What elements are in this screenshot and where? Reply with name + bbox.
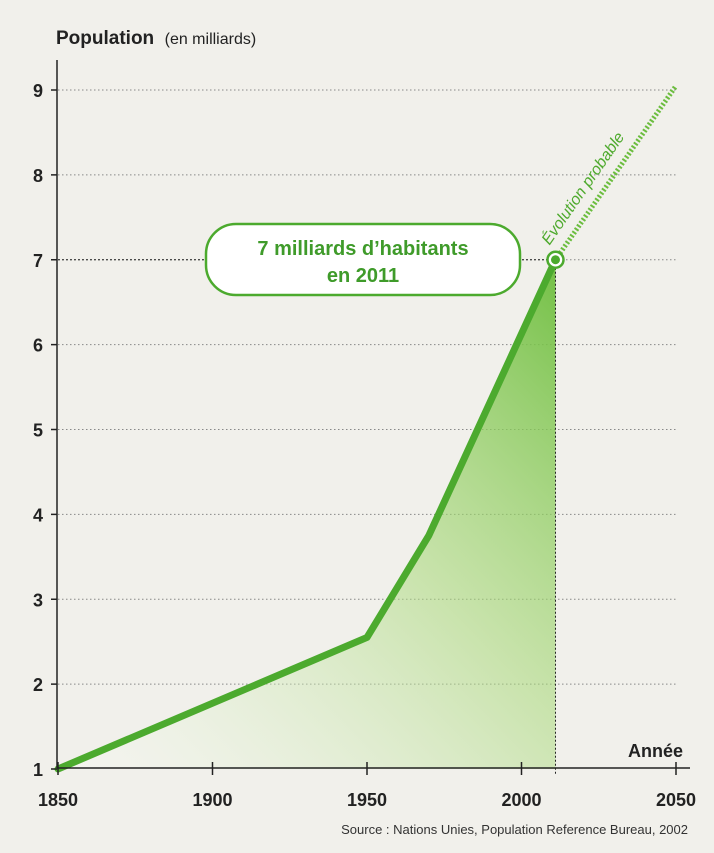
annotation-box [204,222,522,297]
annotation-callout: 7 milliards d’habitants en 2011 [204,222,522,297]
annotation-line-2: en 2011 [327,265,399,287]
highlight-marker [550,255,560,265]
y-tick-label-1: 1 [33,760,43,780]
y-axis-label: Population (en milliards) [56,28,256,49]
x-tick-labels: 1850 1900 1950 2000 2050 [38,762,696,810]
y-tick-label-7: 7 [33,251,43,271]
x-tick-label-1900: 1900 [192,790,232,810]
area-fill [58,259,556,769]
x-tick-label-1950: 1950 [347,790,387,810]
x-tick-label-1850: 1850 [38,790,78,810]
x-tick-label-2050: 2050 [656,790,696,810]
area-layer [58,259,556,769]
y-tick-label-5: 5 [33,421,43,441]
y-tick-label-2: 2 [33,675,43,695]
y-tick-label-3: 3 [33,590,43,610]
y-axis-label-unit: (en milliards) [165,31,257,48]
x-axis-label: Année [628,741,683,761]
series-lines [54,84,679,773]
series-line-dotted [553,84,679,262]
y-tick-labels: 1 2 3 4 5 6 7 8 9 [33,81,57,780]
y-tick-label-9: 9 [33,81,43,101]
axes [56,60,690,769]
y-tick-label-4: 4 [33,505,43,525]
source-note: Source : Nations Unies, Population Refer… [341,822,688,837]
y-axis-label-main: Population [56,28,154,49]
annotation-line-1: 7 milliards d’habitants [257,238,468,260]
x-tick-label-2000: 2000 [501,790,541,810]
y-tick-label-8: 8 [33,166,43,186]
series-line-solid [54,256,559,773]
y-tick-label-6: 6 [33,336,43,356]
